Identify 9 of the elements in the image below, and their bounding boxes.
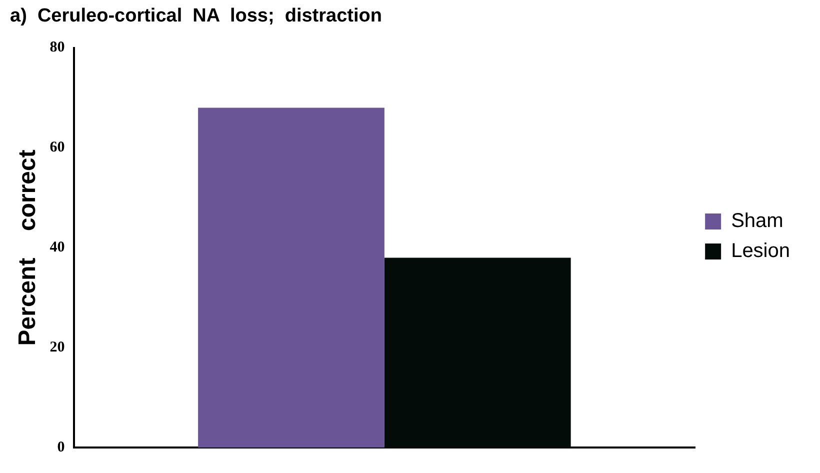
y-tick-label: 40 — [50, 240, 65, 256]
legend-label: Lesion — [731, 240, 790, 262]
chart-title: a) Ceruleo-cortical NA loss; distraction — [10, 6, 382, 27]
y-axis-title: Percent correct — [14, 150, 42, 346]
y-tick-label: 60 — [50, 140, 65, 156]
legend-label: Sham — [731, 210, 784, 232]
y-tick-label: 20 — [50, 340, 65, 356]
y-tick-label: 80 — [50, 40, 65, 56]
y-tick-label: 0 — [57, 439, 65, 456]
